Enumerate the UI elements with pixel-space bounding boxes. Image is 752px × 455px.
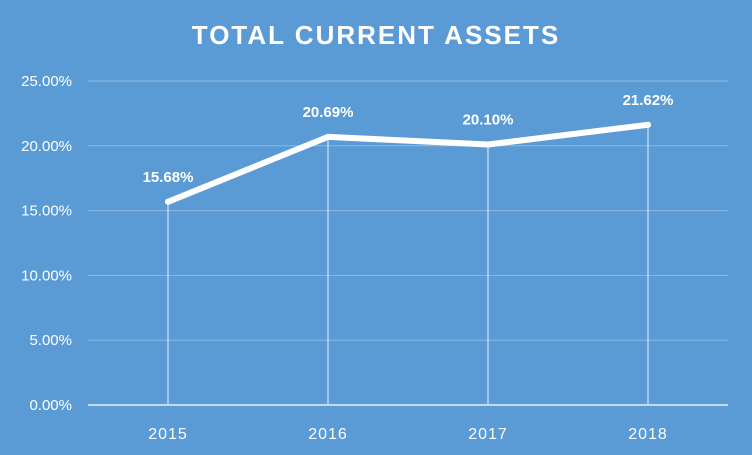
chart-title: TOTAL CURRENT ASSETS [191,20,561,50]
data-label: 20.69% [303,104,354,121]
y-tick-label: 5.00% [29,332,72,349]
data-point [485,141,491,148]
data-point [325,133,331,140]
y-tick-label: 25.00% [21,73,72,90]
data-point [645,121,651,128]
x-tick-label: 2018 [628,426,668,443]
data-label: 21.62% [623,92,674,109]
data-point [165,198,171,205]
x-tick-label: 2015 [148,426,188,443]
y-tick-label: 20.00% [21,138,72,155]
series-line [165,121,651,205]
x-tick-label: 2017 [468,426,508,443]
data-label: 20.10% [463,112,514,129]
y-tick-label: 10.00% [21,267,72,284]
y-tick-label: 0.00% [29,397,72,414]
data-label: 15.68% [143,169,194,186]
x-tick-label: 2016 [308,426,348,443]
y-tick-label: 15.00% [21,203,72,220]
